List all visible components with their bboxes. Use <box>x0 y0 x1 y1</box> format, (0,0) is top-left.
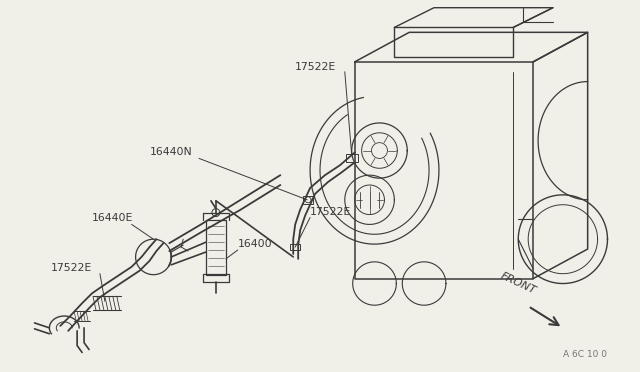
Text: FRONT: FRONT <box>499 270 537 295</box>
Bar <box>303 196 313 204</box>
Text: 17522E: 17522E <box>51 263 92 273</box>
Text: 17522E: 17522E <box>310 206 351 217</box>
Bar <box>206 221 226 275</box>
Bar <box>346 154 358 162</box>
Text: A 6C 10 0: A 6C 10 0 <box>563 350 607 359</box>
Text: 16400: 16400 <box>237 239 273 249</box>
Bar <box>291 244 300 250</box>
Text: 16440E: 16440E <box>92 214 133 224</box>
Text: 17522E: 17522E <box>295 62 337 72</box>
Text: 16440N: 16440N <box>150 147 192 157</box>
